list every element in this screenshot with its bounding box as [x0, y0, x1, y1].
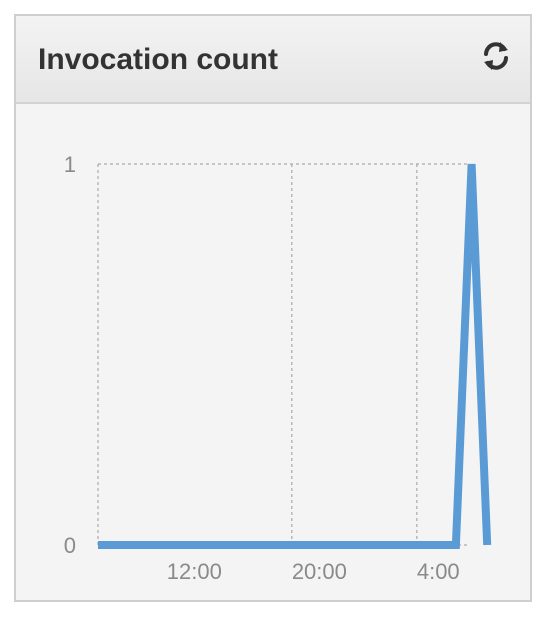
y-tick-label: 1 — [64, 152, 76, 177]
x-tick-label: 20:00 — [292, 559, 347, 584]
chart-grid — [97, 163, 470, 546]
x-tick-label: 4:00 — [417, 559, 460, 584]
x-axis: 12:00 20:00 4:00 — [167, 559, 460, 584]
panel-header: Invocation count — [16, 16, 530, 104]
y-axis: 01 — [64, 152, 76, 558]
refresh-icon — [484, 42, 508, 70]
chart-series — [98, 163, 492, 549]
y-tick-label: 0 — [64, 533, 76, 558]
invocation-chart: 01 12:00 20:00 4:00 — [64, 152, 492, 584]
refresh-button[interactable] — [480, 40, 512, 72]
panel-title: Invocation count — [38, 43, 278, 76]
series-line — [98, 163, 492, 549]
x-tick-label: 12:00 — [167, 559, 222, 584]
